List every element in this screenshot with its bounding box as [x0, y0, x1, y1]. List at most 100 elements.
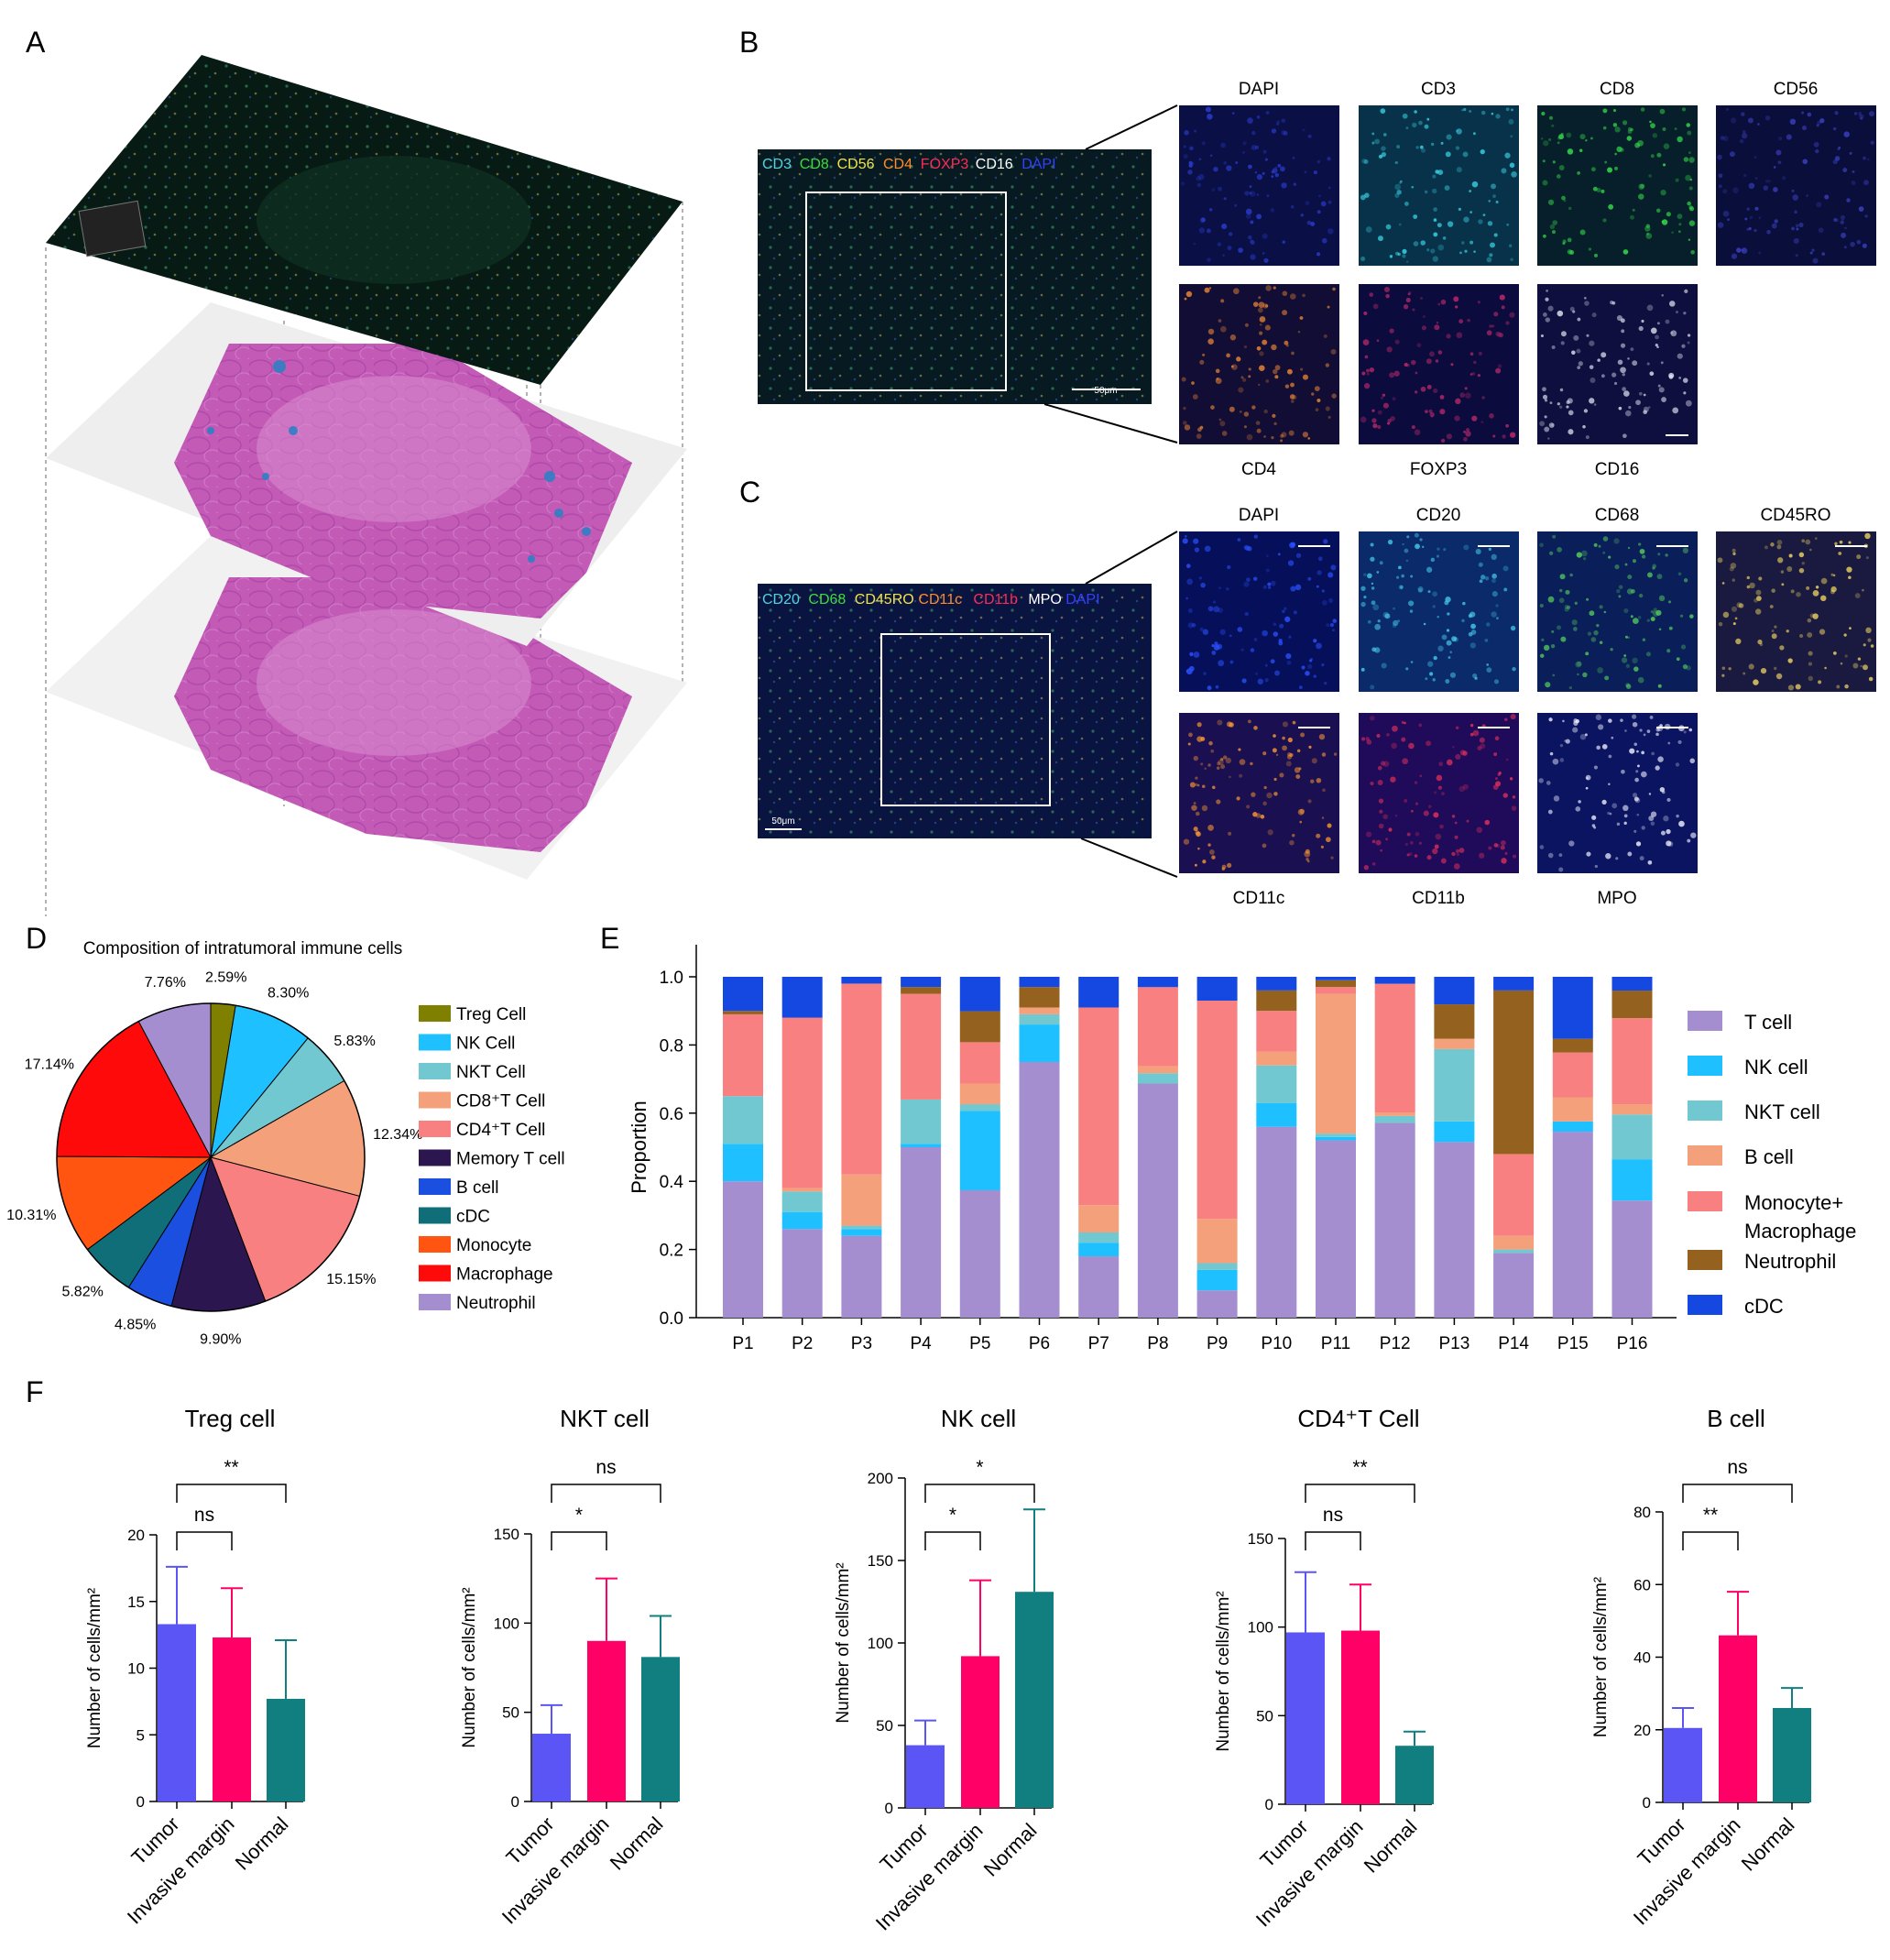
- pie-label-7: 5.82%: [61, 1284, 103, 1299]
- e-bar-P9-0: [1196, 1290, 1238, 1318]
- f-title-2: NK cell: [941, 1405, 1016, 1432]
- f-bar-2-1: [961, 1656, 1000, 1808]
- e-xtick-p9: P9: [1207, 1334, 1228, 1353]
- e-legend-label-5: Neutrophil: [1744, 1250, 1836, 1273]
- merge-label-dapi: DAPI: [1065, 592, 1099, 608]
- merge-label-cd45ro: CD45RO: [855, 592, 914, 608]
- f-sig-4-0: **: [1703, 1505, 1718, 1526]
- f-ytick-0-0: 0: [137, 1793, 145, 1811]
- e-legend-swatch-0: [1688, 1011, 1722, 1031]
- pie-legend-swatch-4: [419, 1121, 451, 1137]
- e-xtick-p13: P13: [1438, 1334, 1469, 1353]
- e-ytick-0: 0.0: [660, 1309, 683, 1329]
- tile-cd20: CD20: [1359, 506, 1519, 692]
- e-bar-P12-2: [1374, 1115, 1415, 1123]
- tile-label-cd68: CD68: [1595, 506, 1640, 525]
- pie-label-1: 8.30%: [268, 985, 309, 1001]
- e-bar-P4-1: [901, 1144, 942, 1147]
- f-ytick-0-4: 20: [127, 1527, 145, 1544]
- e-bar-P7-3: [1078, 1205, 1120, 1232]
- e-bar-P10-1: [1256, 1102, 1297, 1127]
- tile-label-dapi: DAPI: [1239, 506, 1279, 525]
- e-bar-P11-0: [1316, 1140, 1356, 1318]
- merge-label-cd20: CD20: [762, 592, 800, 608]
- e-bar-P13-3: [1434, 1038, 1475, 1049]
- e-bar-P3-0: [841, 1235, 882, 1318]
- e-xtick-p2: P2: [792, 1334, 813, 1353]
- pie-legend-label-4: CD4⁺T Cell: [456, 1121, 545, 1140]
- e-bar-P8-2: [1137, 1073, 1178, 1084]
- e-bar-P1-5: [723, 1011, 763, 1014]
- f-title-0: Treg cell: [185, 1405, 276, 1432]
- e-bar-P7-0: [1078, 1256, 1120, 1318]
- e-bar-P12-0: [1374, 1122, 1415, 1318]
- e-bar-P15-6: [1552, 977, 1593, 1039]
- e-bar-P10-0: [1256, 1126, 1297, 1318]
- f-bar-0-1: [213, 1637, 251, 1801]
- pie-legend-label-2: NKT Cell: [456, 1063, 526, 1082]
- e-bar-P16-0: [1611, 1200, 1653, 1318]
- e-bar-P4-4: [901, 993, 942, 1100]
- tile-label-cd11b: CD11b: [1412, 889, 1465, 908]
- tile-label-cd45ro: CD45RO: [1760, 506, 1830, 525]
- e-bar-P16-6: [1611, 977, 1653, 991]
- f-sig-0-1: **: [224, 1457, 238, 1478]
- e-bar-P14-3: [1493, 1235, 1535, 1250]
- tile-label-cd11c: CD11c: [1233, 889, 1285, 908]
- e-bar-P13-2: [1434, 1048, 1475, 1122]
- f-ytick-4-3: 60: [1633, 1576, 1651, 1593]
- tile-label-foxp3: FOXP3: [1410, 460, 1467, 479]
- f-bar-0-0: [158, 1624, 196, 1801]
- merge-label-cd8: CD8: [800, 157, 829, 172]
- e-xtick-p6: P6: [1029, 1334, 1050, 1353]
- f-ytick-4-0: 0: [1643, 1794, 1651, 1812]
- tile-cd4: CD4: [1179, 284, 1339, 479]
- merge-label-mpo: MPO: [1028, 592, 1061, 608]
- f-ytick-3-1: 50: [1256, 1707, 1273, 1725]
- f-xtick-1-2: Normal: [606, 1812, 668, 1875]
- e-bar-P15-0: [1552, 1132, 1593, 1318]
- f-sig-3-0: ns: [1323, 1505, 1343, 1526]
- f-ytick-4-2: 40: [1633, 1649, 1651, 1667]
- tile-dapi: DAPI: [1179, 80, 1339, 266]
- tile-cd8: CD8: [1537, 80, 1698, 266]
- e-ytick-1: 0.2: [660, 1242, 683, 1261]
- pie-legend-swatch-2: [419, 1063, 451, 1079]
- tile-label-dapi: DAPI: [1239, 80, 1279, 99]
- e-bar-P11-5: [1316, 980, 1356, 988]
- pie-legend-swatch-6: [419, 1178, 451, 1195]
- f-ytick-3-0: 0: [1265, 1796, 1273, 1813]
- tile-cd16: CD16: [1537, 284, 1698, 479]
- f-bar-1-1: [587, 1640, 626, 1801]
- e-legend-label-4-b: Macrophage: [1744, 1220, 1856, 1243]
- pie-legend-swatch-3: [419, 1091, 451, 1109]
- panel-e-stacked-bar-chart: 0.0 0.2 0.4 0.6 0.8 1.0 Proportion P1 P2 P3 P4 P5 P6…: [628, 945, 1856, 1353]
- e-legend-label-2: NKT cell: [1744, 1100, 1820, 1123]
- tile-cd11c: CD11c: [1179, 713, 1339, 908]
- panel-b: 50μm CD3 CD8 CD56 CD4 FOXP3 CD16 DAPI DAPI CD3 C…: [758, 80, 1876, 479]
- f-bar-4-2: [1773, 1707, 1811, 1802]
- f-ytick-0-2: 10: [127, 1660, 145, 1678]
- e-bar-P15-4: [1552, 1052, 1593, 1098]
- pie-legend-label-0: Treg Cell: [456, 1005, 526, 1024]
- e-bar-P1-0: [723, 1181, 763, 1318]
- e-xtick-p8: P8: [1147, 1334, 1168, 1353]
- tile-label-cd8: CD8: [1600, 80, 1634, 99]
- e-bar-P10-3: [1256, 1051, 1297, 1066]
- tile-foxp3: FOXP3: [1359, 284, 1519, 479]
- f-ytick-2-3: 150: [868, 1552, 893, 1570]
- f-bar-2-2: [1015, 1592, 1054, 1808]
- tile-label-cd56: CD56: [1774, 80, 1819, 99]
- e-bar-P15-5: [1552, 1038, 1593, 1053]
- panel-letters: A B C D E F: [26, 26, 760, 1408]
- panel-c-merge-labels: CD20 CD68 CD45RO CD11c CD11b MPO DAPI: [762, 592, 1100, 608]
- e-xtick-p5: P5: [969, 1334, 990, 1353]
- e-ytick-4: 0.8: [660, 1036, 683, 1056]
- f-bar-3-1: [1341, 1630, 1380, 1804]
- f-bar-0-2: [267, 1698, 305, 1801]
- tile-cd45ro: CD45RO: [1716, 506, 1876, 692]
- e-xtick-p15: P15: [1557, 1334, 1589, 1353]
- pie-legend-swatch-8: [419, 1236, 451, 1253]
- e-legend-label-6: cDC: [1744, 1295, 1784, 1318]
- panel-c-roi-box: [880, 633, 1051, 806]
